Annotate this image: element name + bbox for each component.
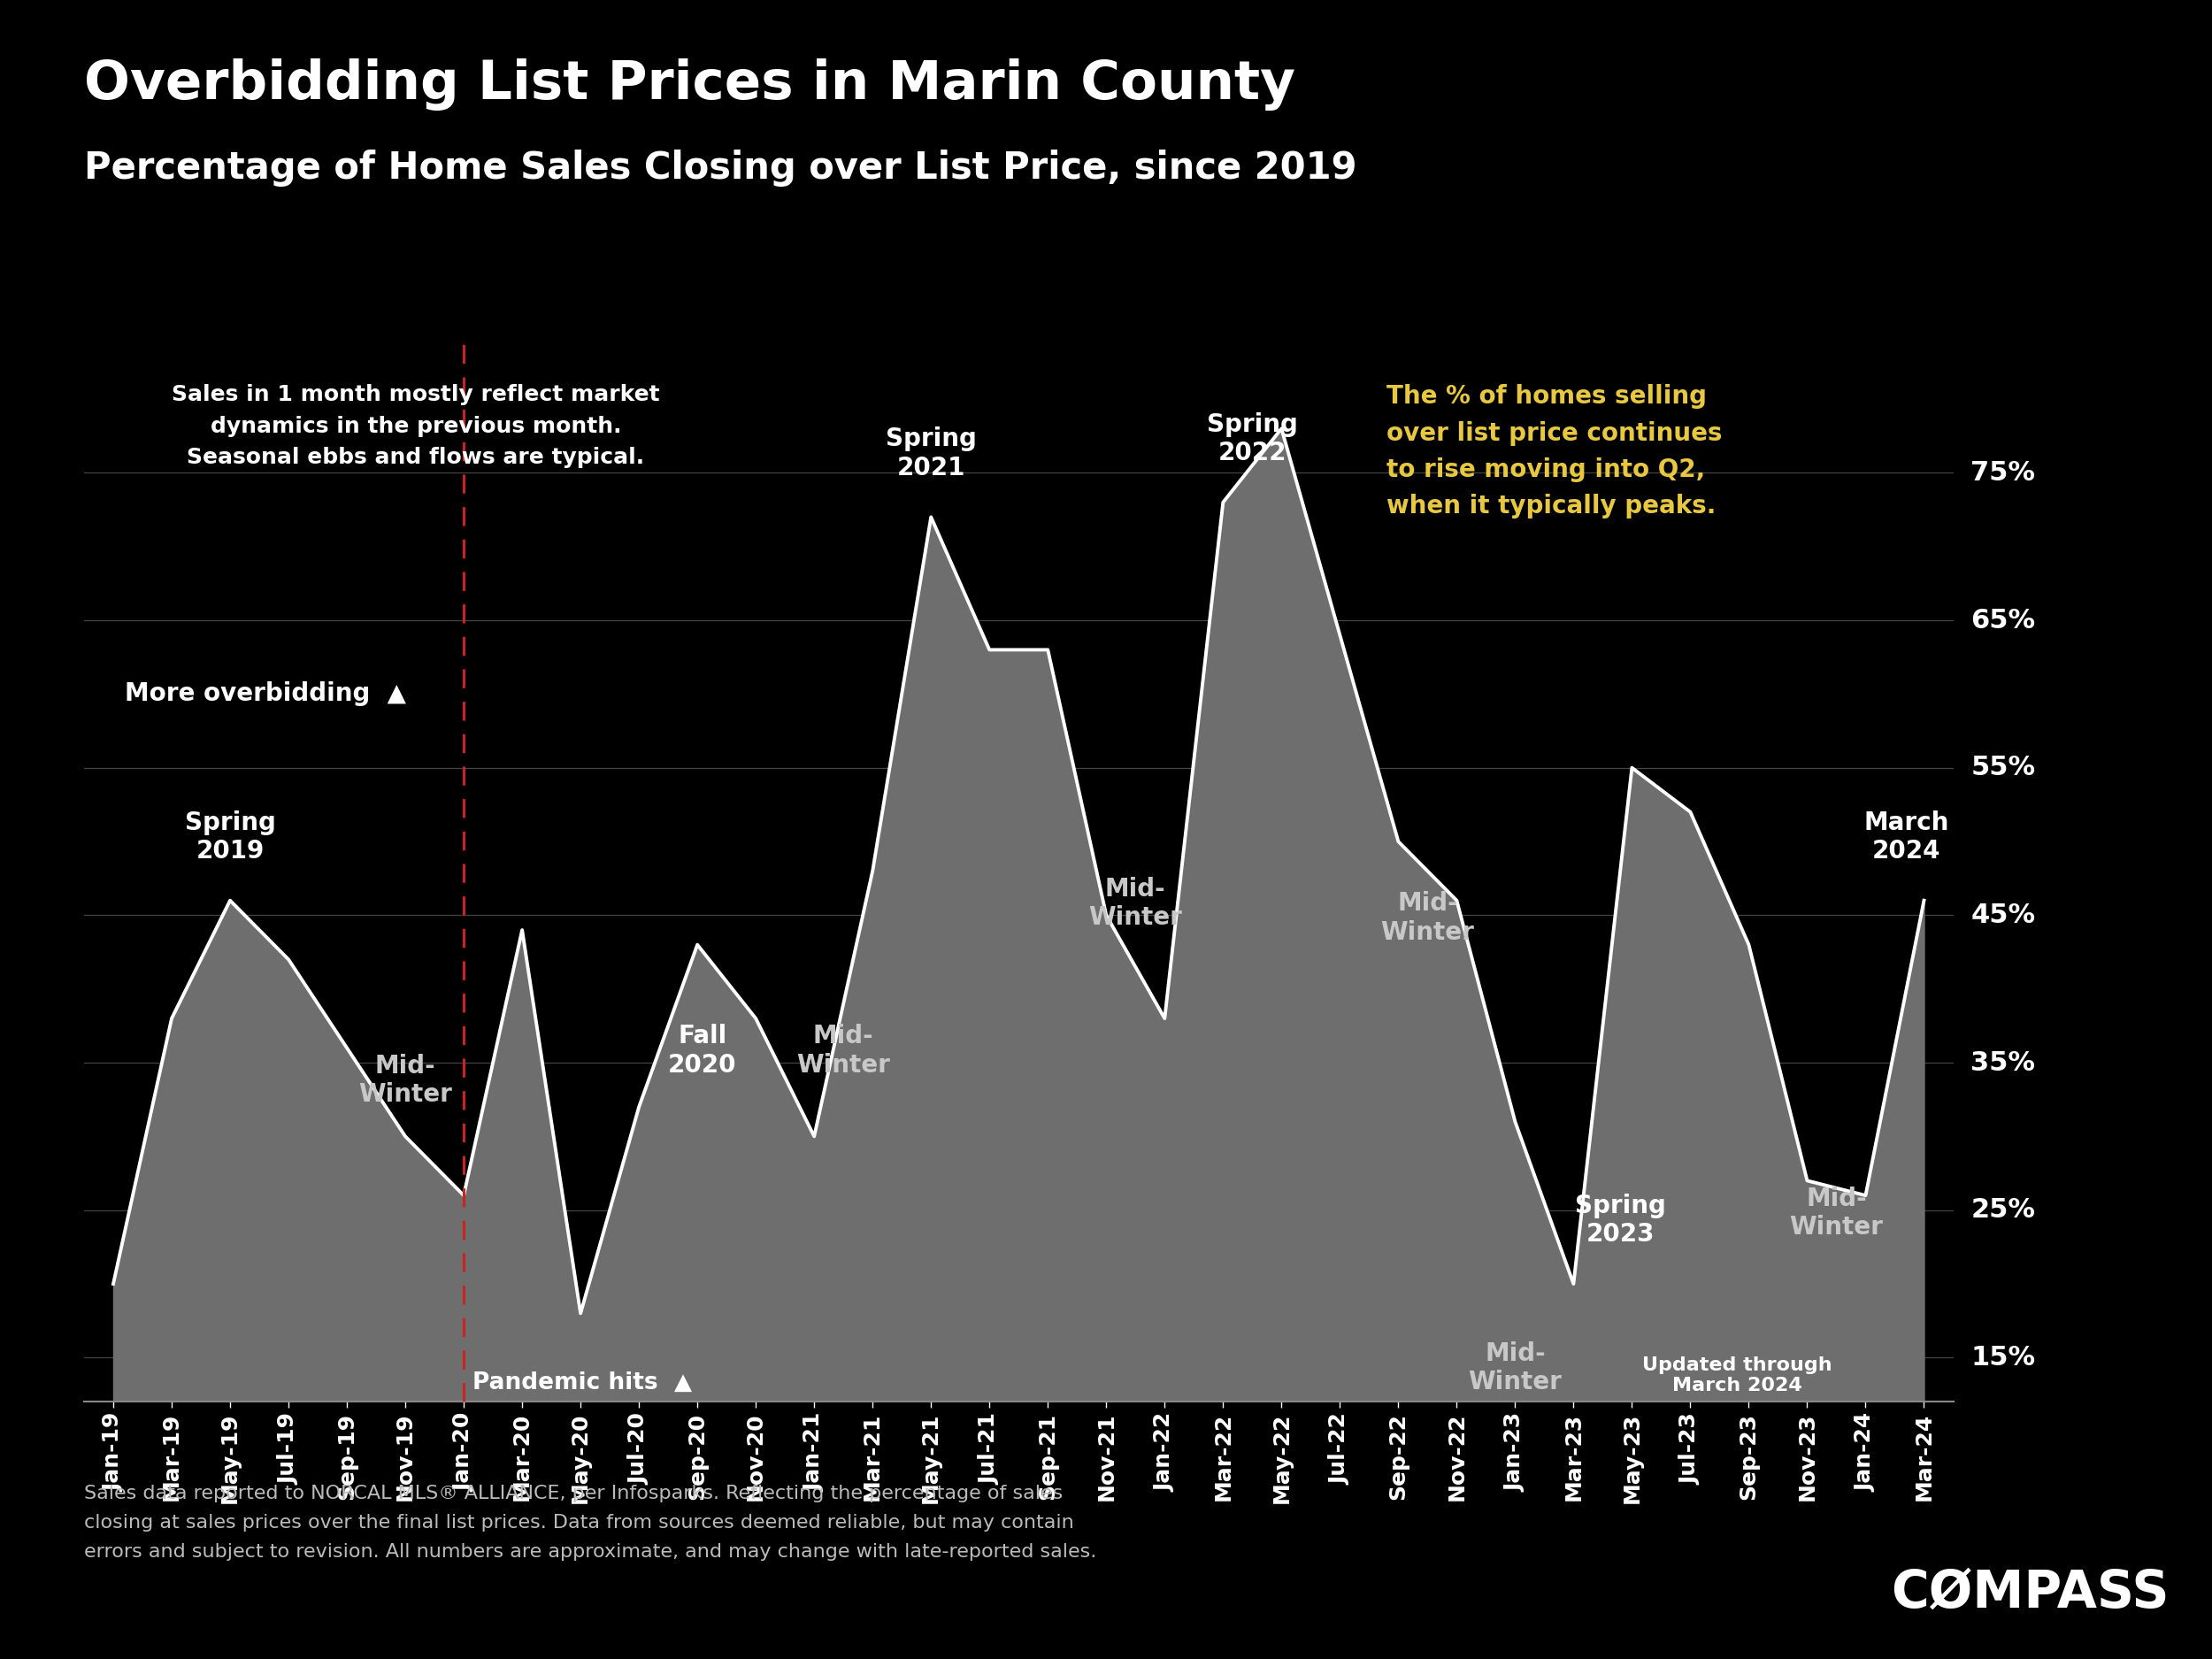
Text: Spring
2022: Spring 2022: [1208, 411, 1298, 466]
Text: March
2024: March 2024: [1865, 810, 1949, 864]
Text: Percentage of Home Sales Closing over List Price, since 2019: Percentage of Home Sales Closing over Li…: [84, 149, 1356, 186]
Text: 55%: 55%: [1971, 755, 2035, 781]
Text: Spring
2019: Spring 2019: [184, 810, 276, 864]
Text: 75%: 75%: [1971, 460, 2035, 486]
Text: Sales in 1 month mostly reflect market
dynamics in the previous month.
Seasonal : Sales in 1 month mostly reflect market d…: [173, 385, 659, 468]
Text: CØMPASS: CØMPASS: [1891, 1568, 2170, 1618]
Text: Mid-
Winter: Mid- Winter: [1790, 1186, 1882, 1239]
Text: 35%: 35%: [1971, 1050, 2035, 1075]
Text: 45%: 45%: [1971, 902, 2035, 927]
Text: Mid-
Winter: Mid- Winter: [1469, 1340, 1562, 1395]
Text: Mid-
Winter: Mid- Winter: [1088, 876, 1181, 931]
Text: 25%: 25%: [1971, 1198, 2035, 1223]
Text: More overbidding  ▲: More overbidding ▲: [124, 682, 407, 707]
Text: 65%: 65%: [1971, 607, 2035, 634]
Text: Spring
2021: Spring 2021: [885, 426, 975, 479]
Text: Spring
2023: Spring 2023: [1575, 1193, 1666, 1248]
Text: Mid-
Winter: Mid- Winter: [1380, 891, 1475, 944]
Text: The % of homes selling
over list price continues
to rise moving into Q2,
when it: The % of homes selling over list price c…: [1387, 385, 1723, 519]
Text: Sales data reported to NORCAL MLS® ALLIANCE, per Infosparks. Reflecting the perc: Sales data reported to NORCAL MLS® ALLIA…: [84, 1485, 1097, 1561]
Text: 15%: 15%: [1971, 1345, 2035, 1370]
Text: Overbidding List Prices in Marin County: Overbidding List Prices in Marin County: [84, 58, 1296, 109]
Text: Mid-
Winter: Mid- Winter: [796, 1024, 889, 1077]
Text: Pandemic hits  ▲: Pandemic hits ▲: [473, 1372, 692, 1395]
Text: Mid-
Winter: Mid- Winter: [358, 1053, 451, 1107]
Text: Updated through
March 2024: Updated through March 2024: [1641, 1357, 1832, 1395]
Text: Fall
2020: Fall 2020: [668, 1024, 737, 1077]
